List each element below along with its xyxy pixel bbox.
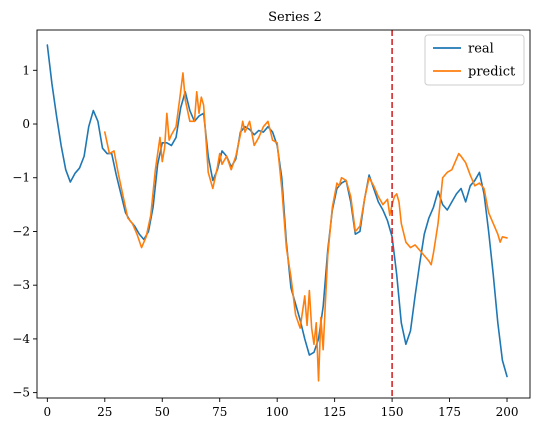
x-tick-label: 75 bbox=[212, 405, 227, 419]
x-tick-label: 175 bbox=[438, 405, 461, 419]
series-line-real bbox=[47, 45, 507, 376]
y-tick-label: 1 bbox=[22, 63, 30, 77]
x-tick-label: 200 bbox=[496, 405, 519, 419]
x-tick-label: 125 bbox=[323, 405, 346, 419]
y-tick-label: 0 bbox=[22, 117, 30, 131]
series-line-predict bbox=[105, 73, 507, 381]
legend-label-real: real bbox=[468, 42, 494, 57]
legend-label-predict: predict bbox=[468, 65, 516, 80]
chart-title: Series 2 bbox=[268, 10, 322, 25]
y-tick-label: −4 bbox=[12, 332, 30, 346]
x-tick-label: 25 bbox=[97, 405, 112, 419]
x-tick-label: 0 bbox=[44, 405, 52, 419]
x-tick-label: 100 bbox=[266, 405, 289, 419]
y-tick-label: −1 bbox=[12, 171, 30, 185]
x-tick-label: 50 bbox=[155, 405, 170, 419]
y-tick-label: −3 bbox=[12, 278, 30, 292]
y-tick-label: −5 bbox=[12, 386, 30, 400]
y-tick-label: −2 bbox=[12, 224, 30, 238]
x-tick-label: 150 bbox=[381, 405, 404, 419]
